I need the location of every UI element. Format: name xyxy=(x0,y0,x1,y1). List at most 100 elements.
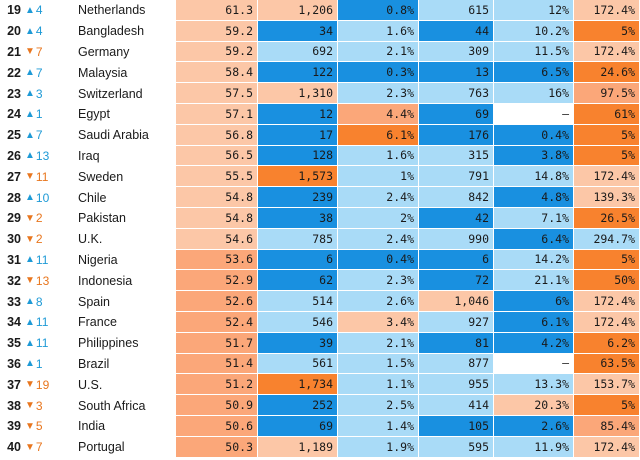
count-cell: 791 xyxy=(419,166,494,188)
rank-change-value: 13 xyxy=(35,148,50,163)
score-cell: 50.6 xyxy=(176,416,258,437)
value-cell: 1,189 xyxy=(258,436,338,458)
value-cell: 62 xyxy=(258,270,338,292)
country-name: U.K. xyxy=(78,232,103,247)
ratio-cell: 5% xyxy=(574,249,640,271)
count-cell: 877 xyxy=(419,353,494,375)
triangle-up-icon: ▲ xyxy=(25,254,35,266)
value-cell: 122 xyxy=(258,62,338,84)
country-name: Brazil xyxy=(78,356,110,371)
rank-change: ▼ 2 xyxy=(21,208,73,229)
triangle-up-icon: ▲ xyxy=(25,129,35,141)
ratio-cell: 172.4% xyxy=(574,41,640,63)
count-cell: 105 xyxy=(419,416,494,437)
value-cell: 239 xyxy=(258,187,338,208)
rank-change-value: 2 xyxy=(35,232,43,247)
rank-change-value: 1 xyxy=(35,356,43,371)
percent-cell: 2.3% xyxy=(338,83,419,104)
table-row: 32 ▼ 13 Indonesia 52.9 62 2.3% 72 21.1% 50% xyxy=(0,270,640,292)
score-cell: 52.9 xyxy=(176,270,258,292)
table-row: 26 ▲ 13 Iraq 56.5 128 1.6% 315 3.8% 5% xyxy=(0,145,640,167)
table-row: 28 ▲ 10 Chile 54.8 239 2.4% 842 4.8% 139.3% xyxy=(0,187,640,208)
share-cell: 11.5% xyxy=(494,41,574,63)
triangle-up-icon: ▲ xyxy=(25,108,35,120)
country-name: Switzerland xyxy=(78,86,143,101)
rank-cell: 25 xyxy=(7,128,21,143)
table-row: 39 ▼ 5 India 50.6 69 1.4% 105 2.6% 85.4% xyxy=(0,416,640,437)
value-cell: 1,206 xyxy=(258,0,338,21)
triangle-down-icon: ▼ xyxy=(25,420,35,432)
value-cell: 546 xyxy=(258,312,338,333)
score-cell: 53.6 xyxy=(176,249,258,271)
rank-cell: 19 xyxy=(7,3,21,18)
share-cell: 16% xyxy=(494,83,574,104)
rank-change-value: 10 xyxy=(35,190,50,205)
share-cell: 6.5% xyxy=(494,62,574,84)
score-cell: 54.6 xyxy=(176,228,258,250)
country-name: Sweden xyxy=(78,169,124,184)
rank-cell: 32 xyxy=(7,273,21,288)
triangle-down-icon: ▼ xyxy=(25,275,35,287)
table-row: 33 ▲ 8 Spain 52.6 514 2.6% 1,046 6% 172.4% xyxy=(0,291,640,312)
score-cell: 51.2 xyxy=(176,374,258,396)
rank-cell: 27 xyxy=(7,169,21,184)
count-cell: 414 xyxy=(419,395,494,416)
ratio-cell: 50% xyxy=(574,270,640,292)
value-cell: 39 xyxy=(258,332,338,354)
share-cell: 14.2% xyxy=(494,249,574,271)
count-cell: 955 xyxy=(419,374,494,396)
ratio-cell: 26.5% xyxy=(574,208,640,229)
triangle-up-icon: ▲ xyxy=(25,150,35,162)
percent-cell: 4.4% xyxy=(338,104,419,125)
value-cell: 38 xyxy=(258,208,338,229)
rank-change: ▼ 5 xyxy=(21,416,73,437)
value-cell: 34 xyxy=(258,20,338,42)
rank-change-value: 5 xyxy=(35,419,43,434)
ratio-cell: 5% xyxy=(574,20,640,42)
table-row: 30 ▼ 2 U.K. 54.6 785 2.4% 990 6.4% 294.7% xyxy=(0,228,640,250)
rank-cell: 34 xyxy=(7,315,21,330)
triangle-down-icon: ▼ xyxy=(25,233,35,245)
rank-change-value: 19 xyxy=(35,377,50,392)
count-cell: 72 xyxy=(419,270,494,292)
rank-change: ▼ 3 xyxy=(21,395,73,416)
count-cell: 927 xyxy=(419,312,494,333)
rank-cell: 36 xyxy=(7,356,21,371)
share-cell: 20.3% xyxy=(494,395,574,416)
rank-change: ▼ 7 xyxy=(21,42,73,63)
table-row: 25 ▲ 7 Saudi Arabia 56.8 17 6.1% 176 0.4% 5% xyxy=(0,124,640,146)
triangle-up-icon: ▲ xyxy=(25,25,35,37)
count-cell: 615 xyxy=(419,0,494,21)
share-cell: 0.4% xyxy=(494,124,574,146)
rank-change: ▼ 2 xyxy=(21,229,73,250)
share-cell: 10.2% xyxy=(494,20,574,42)
value-cell: 1,734 xyxy=(258,374,338,396)
triangle-up-icon: ▲ xyxy=(25,316,35,328)
rank-change: ▼ 13 xyxy=(21,270,73,291)
score-cell: 57.5 xyxy=(176,83,258,104)
share-cell: 7.1% xyxy=(494,208,574,229)
rank-change-value: 1 xyxy=(35,107,43,122)
rank-cell: 35 xyxy=(7,336,21,351)
value-cell: 561 xyxy=(258,353,338,375)
rank-change-value: 11 xyxy=(35,315,49,330)
triangle-up-icon: ▲ xyxy=(25,88,35,100)
score-cell: 59.2 xyxy=(176,20,258,42)
rank-change: ▲ 11 xyxy=(21,333,73,354)
ratio-cell: 97.5% xyxy=(574,83,640,104)
rank-change: ▼ 19 xyxy=(21,374,73,395)
triangle-down-icon: ▼ xyxy=(25,46,35,58)
value-cell: 1,310 xyxy=(258,83,338,104)
ratio-cell: 24.6% xyxy=(574,62,640,84)
count-cell: 990 xyxy=(419,228,494,250)
country-name: Netherlands xyxy=(78,3,146,18)
rank-cell: 26 xyxy=(7,148,21,163)
table-row: 38 ▼ 3 South Africa 50.9 252 2.5% 414 20.3% 5% xyxy=(0,395,640,416)
percent-cell: 2.3% xyxy=(338,270,419,292)
triangle-up-icon: ▲ xyxy=(25,337,35,349)
rank-cell: 38 xyxy=(7,398,21,413)
rank-change: ▲ 1 xyxy=(21,354,73,375)
rank-cell: 24 xyxy=(7,107,21,122)
table-row: 24 ▲ 1 Egypt 57.1 12 4.4% 69–61% xyxy=(0,104,640,125)
